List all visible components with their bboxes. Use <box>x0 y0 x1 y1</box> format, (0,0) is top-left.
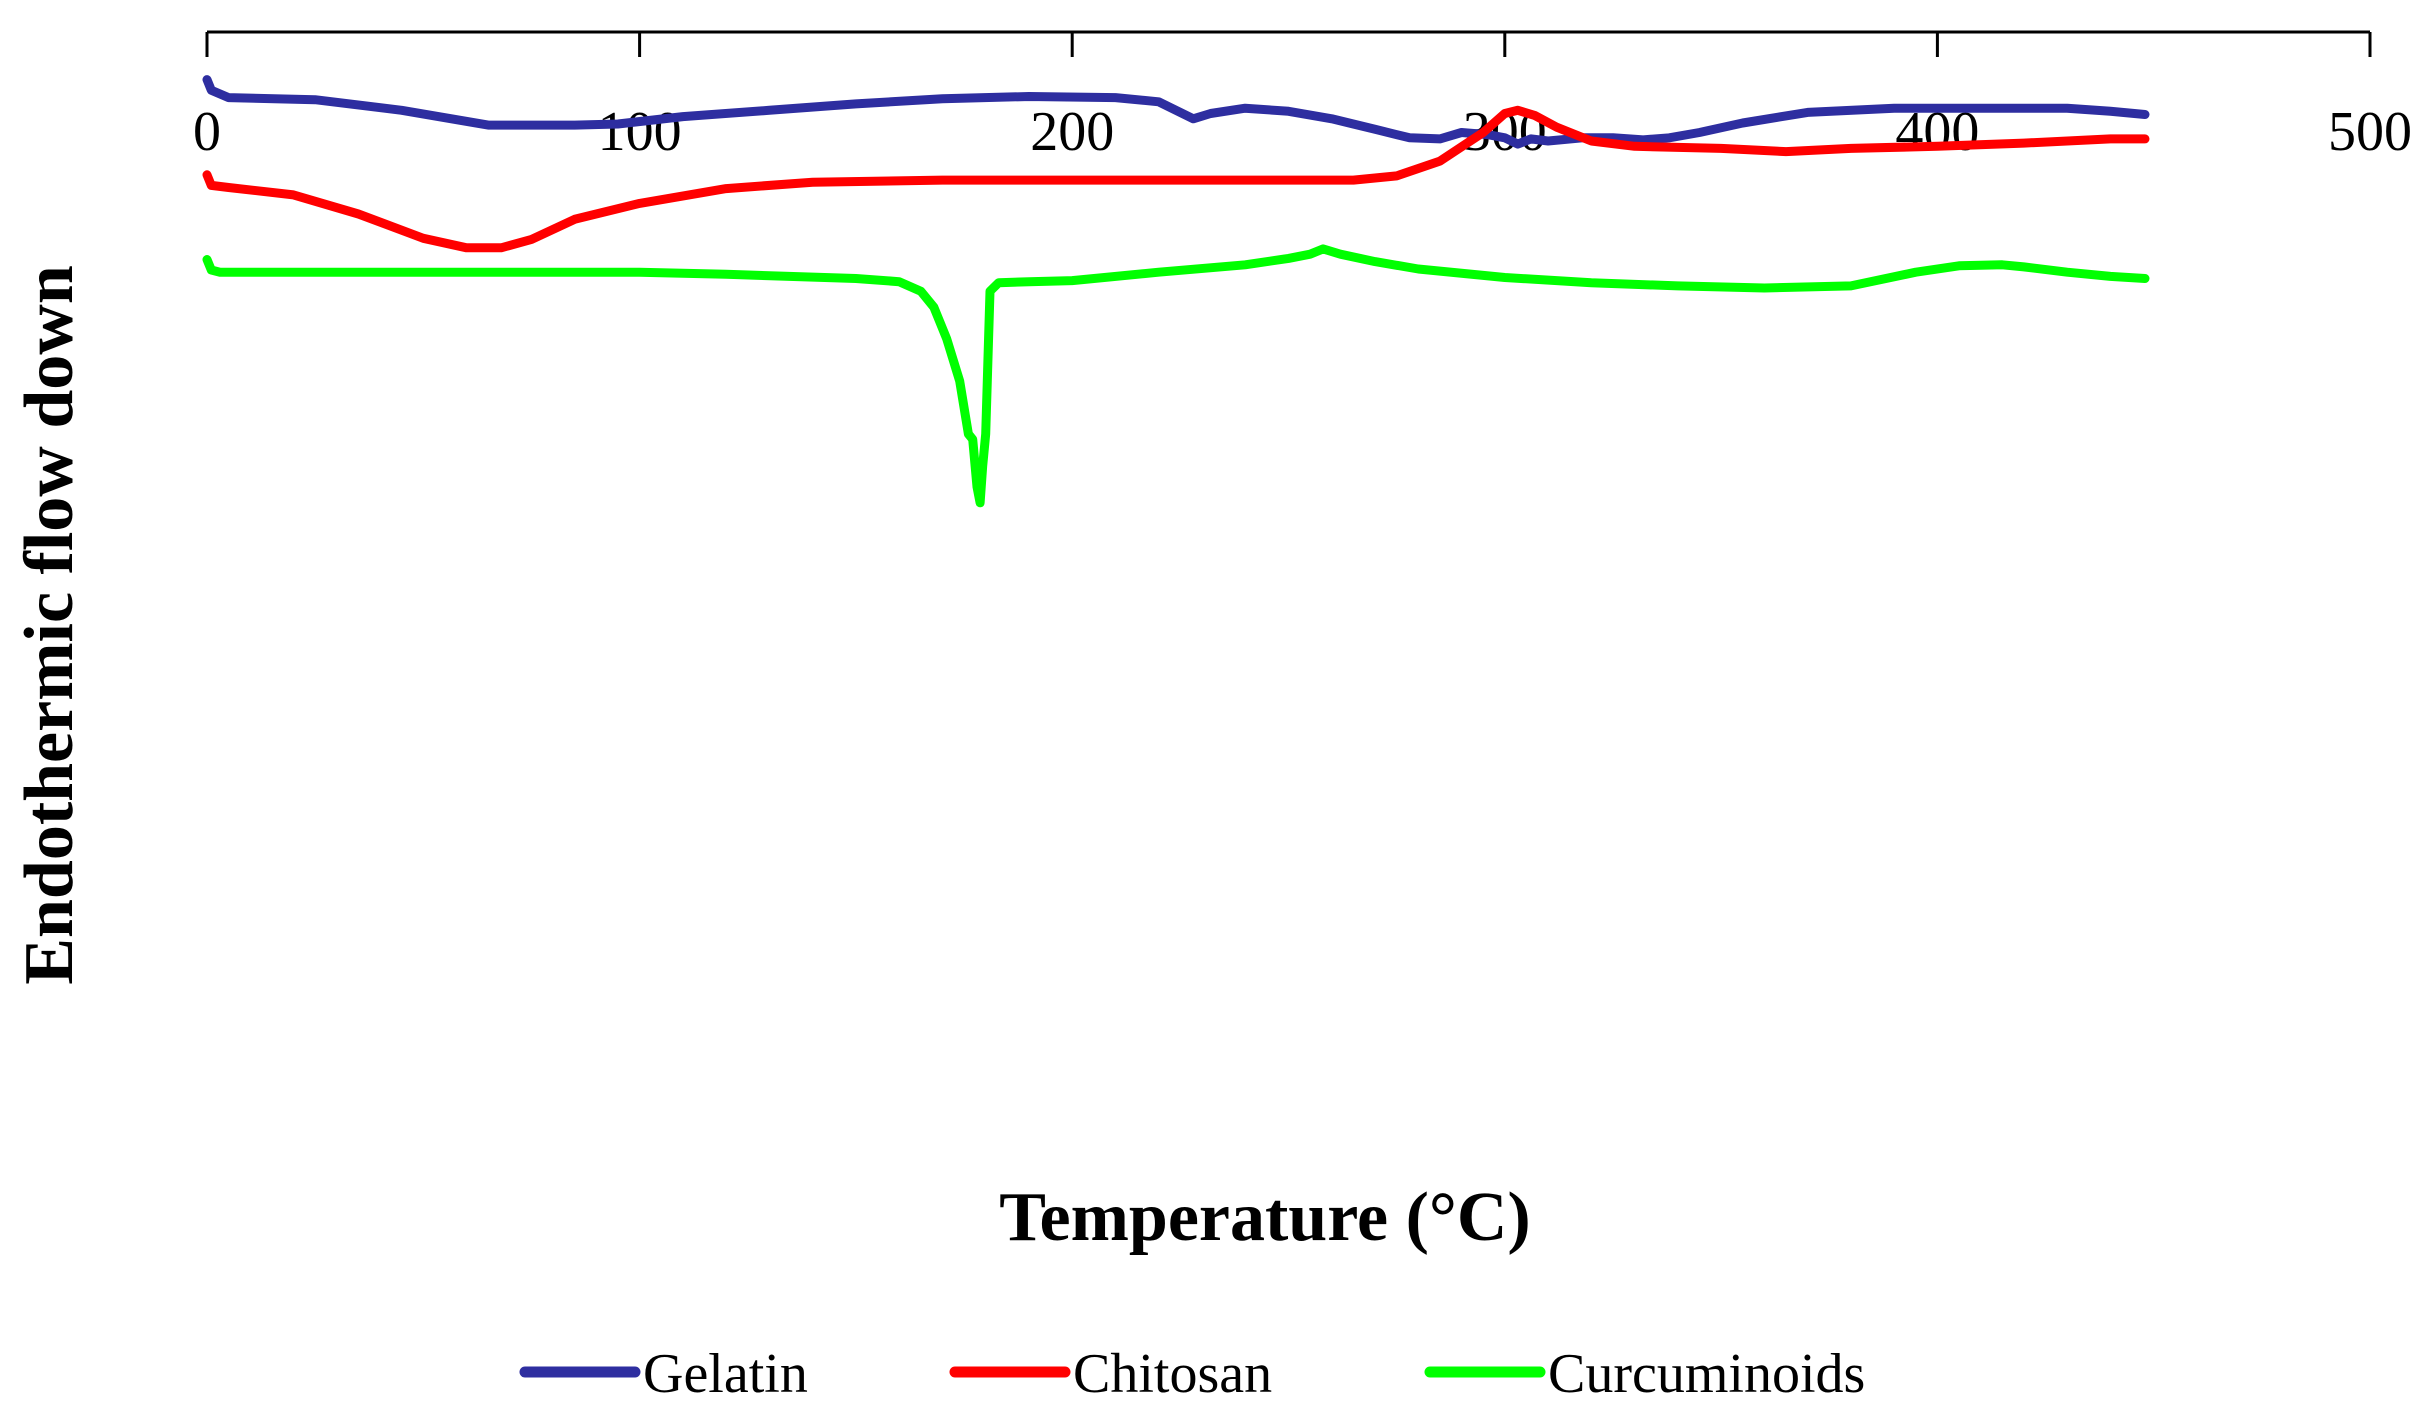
series-line-chitosan <box>202 105 2150 253</box>
legend: Gelatin Chitosan Curcuminoids <box>519 1343 1865 1405</box>
series-group <box>202 75 2150 508</box>
legend-label-gelatin: Gelatin <box>643 1343 808 1405</box>
x-tick-label: 200 <box>1030 101 1114 163</box>
x-tick-label: 500 <box>2328 101 2412 163</box>
series-line-curcuminoids <box>202 244 2150 508</box>
x-tick-label: 0 <box>193 101 221 163</box>
x-axis-title: Temperature (°C) <box>999 1179 1531 1256</box>
legend-label-curcuminoids: Curcuminoids <box>1548 1343 1865 1405</box>
y-axis-title: Endothermic flow down <box>11 265 88 984</box>
legend-label-chitosan: Chitosan <box>1073 1343 1272 1405</box>
x-tick-label: 100 <box>598 101 682 163</box>
series-line-gelatin <box>202 75 2150 149</box>
